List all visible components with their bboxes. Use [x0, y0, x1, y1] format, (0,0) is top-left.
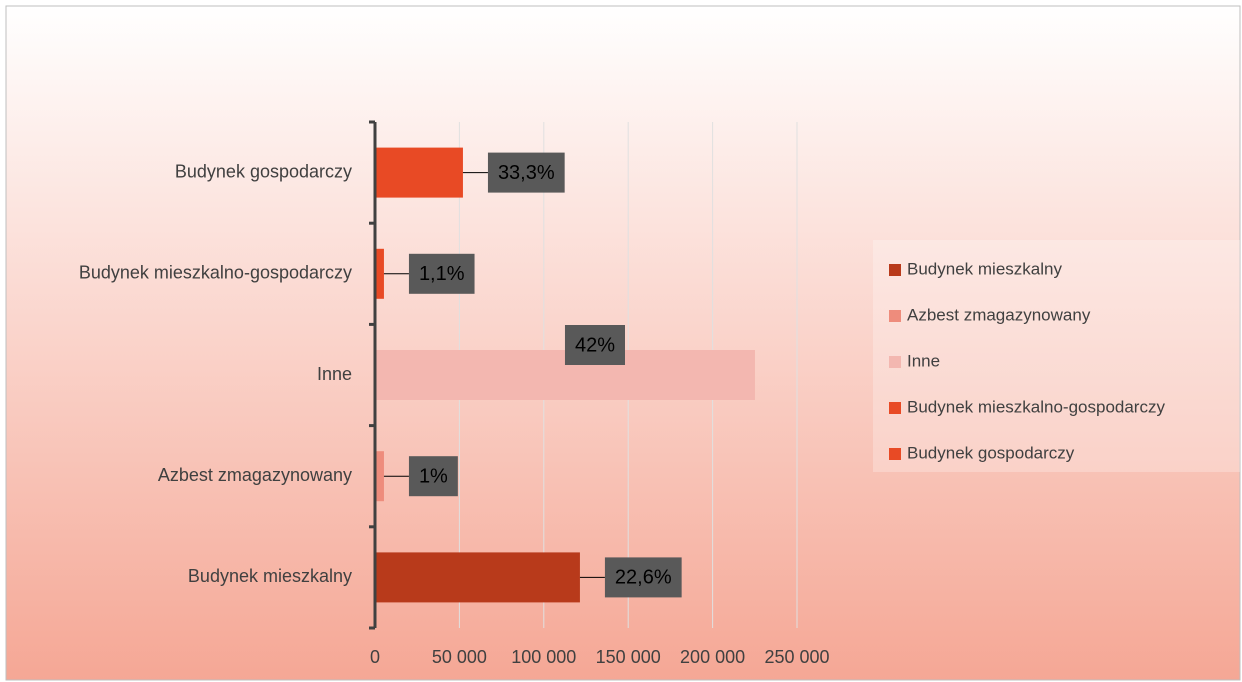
- x-tick-label: 250 000: [764, 647, 829, 667]
- legend-swatch: [889, 310, 901, 322]
- data-label-box: [564, 325, 625, 365]
- legend-label: Budynek gospodarczy: [907, 443, 1075, 462]
- legend-swatch: [889, 264, 901, 276]
- x-tick-label: 100 000: [511, 647, 576, 667]
- data-label-text: 33,3%: [498, 162, 555, 184]
- bar: [375, 248, 384, 299]
- data-label-text: 1%: [419, 465, 448, 487]
- legend-background: [873, 240, 1240, 472]
- legend-label: Budynek mieszkalny: [907, 259, 1062, 278]
- data-label-box: [408, 456, 458, 497]
- legend-label: Inne: [907, 351, 940, 370]
- data-label-box: [487, 152, 565, 193]
- y-tick-label: Budynek mieszkalno-gospodarczy: [79, 263, 352, 283]
- legend-swatch: [889, 402, 901, 414]
- data-label-text: 1,1%: [419, 263, 465, 285]
- data-label-text: 22,6%: [615, 567, 672, 589]
- y-tick-label: Budynek gospodarczy: [175, 161, 352, 181]
- data-label-box: [408, 253, 475, 294]
- x-tick-label: 50 000: [432, 647, 487, 667]
- x-tick-label: 150 000: [596, 647, 661, 667]
- data-label-box: [604, 557, 682, 598]
- bar: [375, 147, 463, 198]
- data-label: 42%: [564, 325, 625, 365]
- y-tick-label: Inne: [317, 364, 352, 384]
- legend-label: Budynek mieszkalno-gospodarczy: [907, 397, 1165, 416]
- x-tick-label: 200 000: [680, 647, 745, 667]
- legend-swatch: [889, 448, 901, 460]
- data-label: 33,3%: [487, 152, 565, 193]
- y-tick-label: Budynek mieszkalny: [188, 566, 352, 586]
- legend-label: Azbest zmagazynowany: [907, 305, 1091, 324]
- legend-swatch: [889, 356, 901, 368]
- data-label-text: 42%: [575, 334, 615, 356]
- y-tick-label: Azbest zmagazynowany: [158, 465, 352, 485]
- data-label: 1,1%: [408, 253, 475, 294]
- data-label: 1%: [408, 456, 458, 497]
- bar: [375, 451, 384, 502]
- x-tick-label: 0: [370, 647, 380, 667]
- bar: [375, 552, 580, 603]
- data-label: 22,6%: [604, 557, 682, 598]
